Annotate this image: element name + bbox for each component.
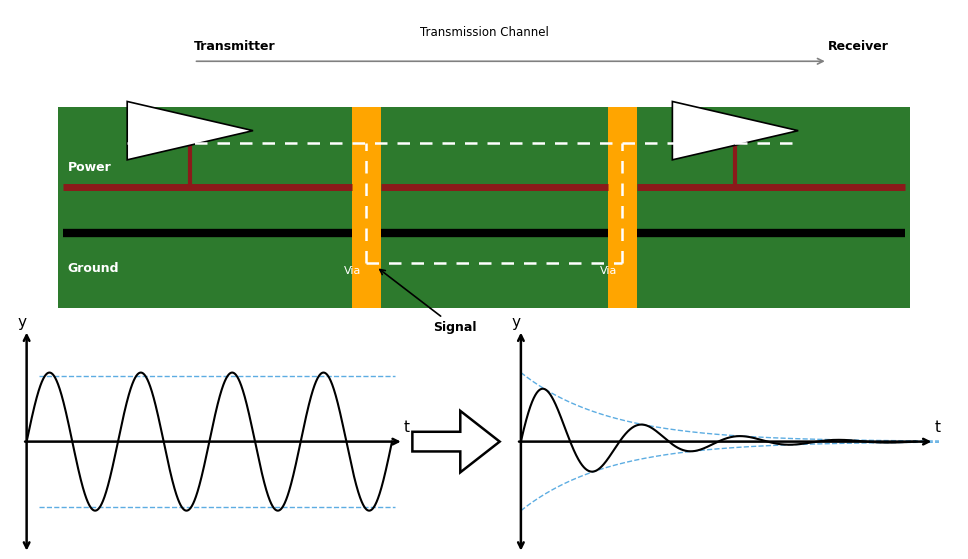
Polygon shape (127, 102, 253, 160)
Text: Via: Via (345, 267, 362, 277)
Text: y: y (512, 315, 521, 330)
Polygon shape (412, 411, 499, 472)
Text: y: y (17, 315, 27, 330)
Text: Signal: Signal (379, 269, 476, 334)
Text: Receiver: Receiver (828, 40, 889, 53)
Text: Ground: Ground (68, 263, 119, 276)
Bar (352, 107, 381, 307)
Bar (608, 107, 637, 307)
Text: Transmitter: Transmitter (194, 40, 275, 53)
Text: Transmission Channel: Transmission Channel (419, 26, 549, 39)
Text: t: t (404, 420, 409, 435)
Bar (58, 107, 910, 307)
Text: Power: Power (68, 161, 111, 174)
Text: Via: Via (600, 267, 618, 277)
Polygon shape (673, 102, 799, 160)
Text: t: t (934, 420, 940, 435)
